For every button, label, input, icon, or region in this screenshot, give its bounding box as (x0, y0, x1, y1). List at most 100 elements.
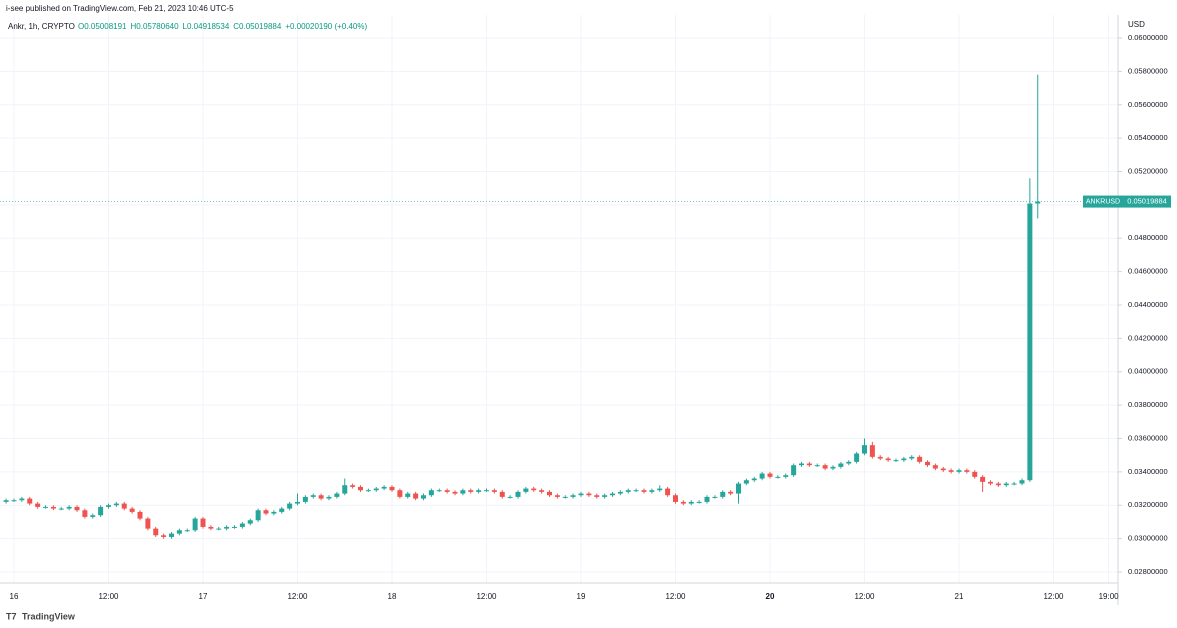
candle-body (342, 485, 348, 494)
candle-body (767, 473, 773, 477)
candle-body (562, 496, 568, 498)
candle-body (1019, 480, 1025, 484)
candle-body (885, 458, 891, 461)
candle-body (50, 506, 56, 509)
candle-body (783, 475, 789, 477)
candle-body (476, 490, 482, 492)
candle-body (964, 470, 970, 472)
candle-body (444, 490, 450, 492)
y-tick-label: 0.03000000 (1128, 534, 1168, 543)
candle-body (460, 490, 466, 494)
candle-body (302, 496, 308, 502)
candle-body (649, 490, 655, 492)
candle-body (145, 518, 151, 529)
candle-body (405, 493, 411, 497)
candle-body (428, 490, 434, 496)
candle-body (43, 506, 48, 508)
x-tick-label: 17 (199, 592, 208, 601)
symbol: Ankr, 1h, CRYPTO (8, 22, 75, 31)
candle-body (35, 503, 41, 507)
candle-body (799, 463, 804, 466)
candle-body (680, 501, 686, 504)
candle-body (169, 533, 174, 537)
candle-body (358, 486, 363, 491)
candle-body (988, 481, 993, 484)
candle-body (610, 493, 615, 496)
candle-body (192, 518, 198, 531)
candle-body (925, 461, 930, 466)
candle-body (775, 476, 781, 478)
candle-body (121, 503, 127, 509)
candle-body (956, 470, 962, 472)
candle-body (932, 465, 938, 469)
candle-body (901, 458, 907, 461)
candle-body (452, 491, 458, 494)
candle-body (58, 508, 64, 510)
candle-body (389, 486, 395, 491)
ohlc-value: O0.05008191 (78, 22, 127, 31)
candle-body (421, 495, 426, 499)
candle-body (82, 510, 88, 517)
candle-body (523, 488, 529, 492)
candle-body (129, 508, 135, 512)
candle-body (806, 463, 812, 466)
candle-body (27, 498, 33, 504)
candle-body (554, 495, 560, 497)
candle-body (515, 491, 521, 497)
candle-body (365, 490, 371, 492)
brand-logo: T7 (6, 611, 17, 621)
price-tag: 0.05019884 (1127, 197, 1167, 206)
candle-body (3, 500, 9, 502)
candle-body (499, 491, 505, 497)
x-tick-label: 19 (577, 592, 586, 601)
candle-body (712, 496, 718, 498)
y-tick-label: 0.05800000 (1128, 66, 1168, 75)
candle-body (688, 501, 694, 504)
candle-body (74, 506, 80, 511)
y-tick-label: 0.05400000 (1128, 133, 1168, 142)
candle-body (239, 523, 245, 527)
candle-body (862, 445, 867, 454)
candle-body (11, 500, 17, 502)
candle-body (295, 501, 300, 504)
y-tick-label: 0.04000000 (1128, 367, 1168, 376)
candle-body (208, 526, 214, 529)
y-tick-label: 0.03400000 (1128, 467, 1168, 476)
candle-body (224, 526, 230, 529)
y-tick-label: 0.03200000 (1128, 500, 1168, 509)
candle-body (728, 491, 734, 494)
candle-body (1027, 203, 1033, 481)
candle-body (602, 495, 608, 497)
candle-body (255, 510, 261, 521)
candle-body (98, 506, 104, 516)
candle-body (468, 490, 474, 492)
candle-body (791, 465, 797, 476)
candle-body (893, 460, 899, 462)
candle-body (539, 490, 545, 492)
x-tick-label: 12:00 (287, 592, 308, 601)
candle-body (232, 526, 237, 528)
candle-body (940, 468, 946, 471)
candle-body (137, 511, 143, 519)
candle-body (751, 478, 757, 481)
candle-body (381, 486, 387, 489)
candle-body (161, 535, 167, 537)
candle-body (1035, 201, 1041, 204)
candle-body (373, 488, 379, 491)
candle-body (90, 515, 96, 517)
candle-body (507, 496, 513, 498)
ticker-tag-bg (1083, 195, 1123, 208)
x-tick-label: 18 (388, 592, 397, 601)
candle-body (578, 493, 584, 496)
candle-body (586, 493, 592, 496)
candle-body (972, 471, 978, 477)
x-tick-label: 12:00 (98, 592, 119, 601)
candle-body (822, 465, 828, 469)
currency: USD (1128, 20, 1145, 29)
candle-body (980, 476, 986, 482)
candle-body (665, 488, 671, 496)
candle-body (641, 490, 647, 492)
candle-body (657, 488, 663, 491)
